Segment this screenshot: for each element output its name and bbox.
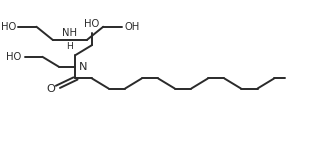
- Text: N: N: [78, 62, 87, 72]
- Text: HO: HO: [1, 22, 17, 32]
- Text: O: O: [46, 84, 55, 94]
- Text: HO: HO: [84, 19, 100, 29]
- Text: HO: HO: [6, 52, 21, 62]
- Text: NH: NH: [62, 28, 77, 38]
- Text: OH: OH: [124, 22, 139, 32]
- Text: H: H: [66, 42, 73, 51]
